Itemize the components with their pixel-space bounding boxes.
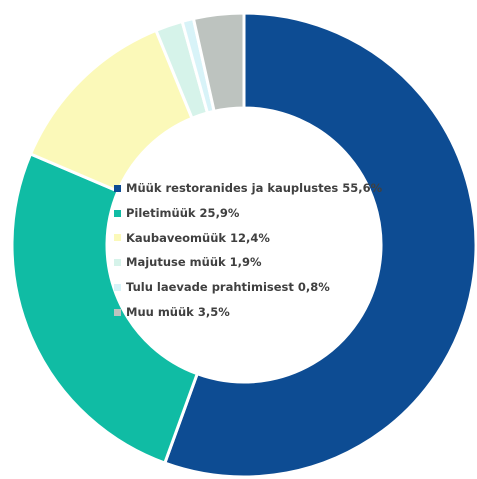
- legend-label: Piletimüük 25,9%: [126, 205, 240, 220]
- legend-swatch: [114, 234, 121, 242]
- legend: Müük restoranides ja kauplustes 55,6% Pil…: [114, 176, 382, 325]
- legend-item-2: Piletimüük 25,9%: [114, 201, 374, 226]
- legend-item-5: Tulu laevade prahtimisest 0,8%: [114, 275, 374, 300]
- legend-item-4: Majutuse müük 1,9%: [114, 250, 374, 275]
- donut-slice-2: [10, 151, 200, 465]
- legend-item-3: Kaubaveomüük 12,4%: [114, 226, 374, 251]
- legend-swatch: [114, 209, 121, 217]
- legend-label: Kaubaveomüük 12,4%: [126, 230, 270, 245]
- donut-slice-6: [191, 11, 246, 114]
- donut-slices: [10, 11, 477, 479]
- legend-label: Müük restoranides ja kauplustes 55,6%: [126, 181, 383, 195]
- legend-swatch: [114, 184, 121, 192]
- legend-label: Tulu laevade prahtimisest 0,8%: [126, 280, 330, 295]
- legend-swatch: [114, 284, 121, 292]
- legend-label: Muu müük 3,5%: [126, 304, 230, 319]
- legend-swatch: [114, 308, 121, 316]
- legend-item-1: Müük restoranides ja kauplustes 55,6%: [114, 176, 382, 201]
- donut-slice-1: [162, 11, 477, 479]
- legend-label: Majutuse müük 1,9%: [126, 255, 262, 270]
- legend-item-6: Muu müük 3,5%: [114, 300, 374, 325]
- legend-swatch: [114, 259, 121, 267]
